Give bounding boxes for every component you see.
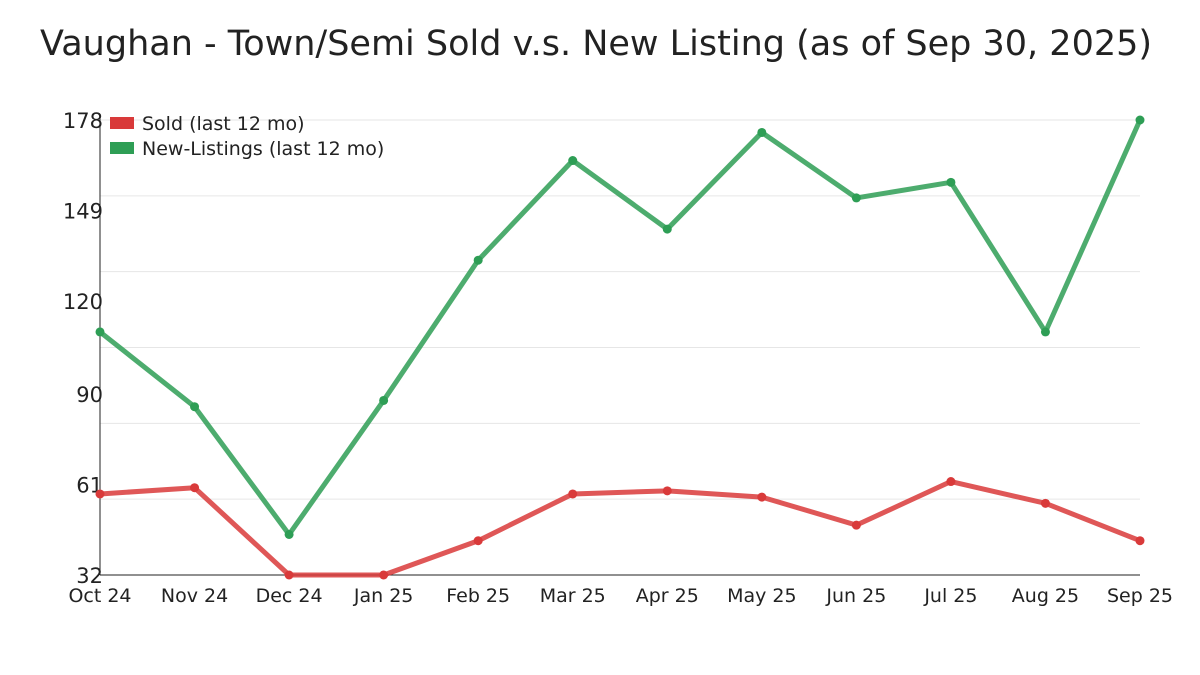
x-tick-label: Jul 25 bbox=[923, 585, 977, 607]
data-point bbox=[190, 402, 200, 412]
data-point bbox=[946, 177, 956, 187]
data-point bbox=[662, 486, 672, 496]
data-point bbox=[95, 327, 105, 337]
y-tick-label: 149 bbox=[63, 199, 103, 223]
x-tick-label: Feb 25 bbox=[446, 585, 510, 607]
data-point bbox=[284, 570, 294, 580]
data-point bbox=[379, 395, 389, 405]
y-tick-label: 32 bbox=[76, 564, 103, 588]
y-tick-label: 120 bbox=[63, 290, 103, 314]
x-tick-label: Oct 24 bbox=[68, 585, 131, 607]
data-point bbox=[1135, 115, 1145, 125]
data-point bbox=[757, 492, 767, 502]
data-point bbox=[284, 529, 294, 539]
data-point bbox=[568, 489, 578, 499]
data-point bbox=[473, 536, 483, 546]
y-tick-label: 178 bbox=[63, 109, 103, 133]
x-tick-label: Apr 25 bbox=[636, 585, 699, 607]
x-tick-label: Sep 25 bbox=[1107, 585, 1173, 607]
data-point bbox=[473, 255, 483, 265]
x-tick-label: Jun 25 bbox=[825, 585, 886, 607]
x-tick-label: Nov 24 bbox=[161, 585, 228, 607]
legend-label: New-Listings (last 12 mo) bbox=[142, 138, 384, 160]
series-line-new-listings bbox=[98, 118, 1143, 537]
data-point bbox=[1135, 536, 1145, 546]
data-point bbox=[946, 477, 956, 487]
data-point bbox=[568, 156, 578, 166]
data-point bbox=[1040, 498, 1050, 508]
data-point bbox=[379, 570, 389, 580]
data-point bbox=[757, 127, 767, 137]
data-point bbox=[851, 193, 861, 203]
series-line-sold bbox=[99, 479, 1141, 578]
y-tick-label: 90 bbox=[76, 383, 103, 407]
x-tick-label: May 25 bbox=[727, 585, 797, 607]
x-tick-label: Dec 24 bbox=[256, 585, 323, 607]
legend-label: Sold (last 12 mo) bbox=[142, 113, 305, 135]
legend-swatch bbox=[110, 142, 134, 154]
x-tick-label: Mar 25 bbox=[540, 585, 606, 607]
x-tick-label: Jan 25 bbox=[353, 585, 414, 607]
data-point bbox=[662, 224, 672, 234]
data-point bbox=[1040, 327, 1050, 337]
x-tick-label: Aug 25 bbox=[1012, 585, 1079, 607]
data-point bbox=[190, 483, 200, 493]
chart-title: Vaughan - Town/Semi Sold v.s. New Listin… bbox=[40, 24, 1153, 64]
data-point bbox=[851, 520, 861, 530]
data-point bbox=[95, 489, 105, 499]
legend-swatch bbox=[110, 117, 134, 129]
